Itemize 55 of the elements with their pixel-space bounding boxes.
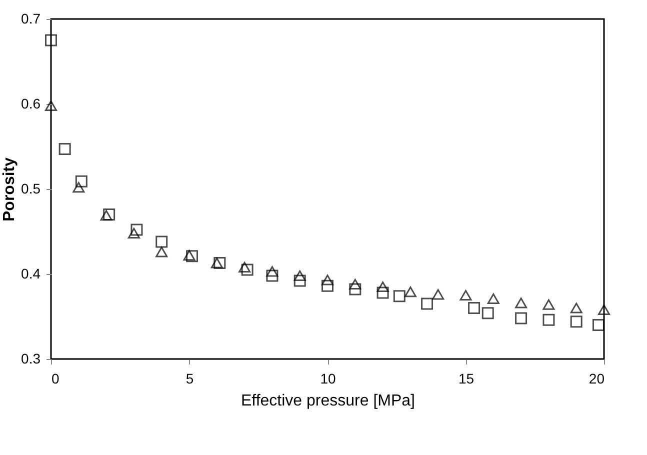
point [393,290,406,302]
point [322,274,334,286]
point [487,293,500,304]
point [404,286,416,298]
point [72,182,85,193]
point [515,298,528,308]
point [214,256,226,269]
point [294,274,306,287]
x-tick-label: 20 [588,370,605,386]
point [156,236,168,248]
point [482,307,494,320]
point [570,302,582,314]
x-tick-label: 0 [52,370,60,386]
point [376,286,389,299]
point [241,264,254,276]
point [598,304,610,315]
point [186,250,198,262]
y-tick-label: 0.6 [21,96,41,112]
point [542,314,555,326]
x-tick-label: 15 [458,370,474,386]
point [468,302,480,314]
y-axis-title: Porosity [1,157,18,222]
point [294,270,306,281]
point [266,266,278,277]
point [103,208,116,220]
y-tick-label: 0.4 [21,266,41,282]
point [515,312,528,324]
point [322,280,334,292]
y-tick-label: 0.5 [21,180,41,196]
point [349,283,362,296]
point [542,299,555,310]
point [58,143,71,156]
point [210,258,223,268]
point [376,281,389,292]
point [45,34,57,46]
point [238,262,251,272]
point [75,175,88,188]
point [592,319,604,331]
point [100,210,112,221]
point [570,316,582,328]
point [432,289,444,300]
y-tick-label: 0.3 [21,350,41,366]
point [156,246,168,258]
point [183,250,196,261]
y-tick-label: 0.7 [21,10,41,26]
point [45,100,57,111]
x-tick-label: 5 [186,370,194,386]
point [266,270,278,282]
point [349,278,362,290]
point [128,228,140,238]
point [421,298,434,310]
point [460,290,472,301]
point [130,224,143,236]
x-tick-label: 10 [320,370,336,386]
x-axis-title: Effective pressure [MPa] [241,392,415,410]
